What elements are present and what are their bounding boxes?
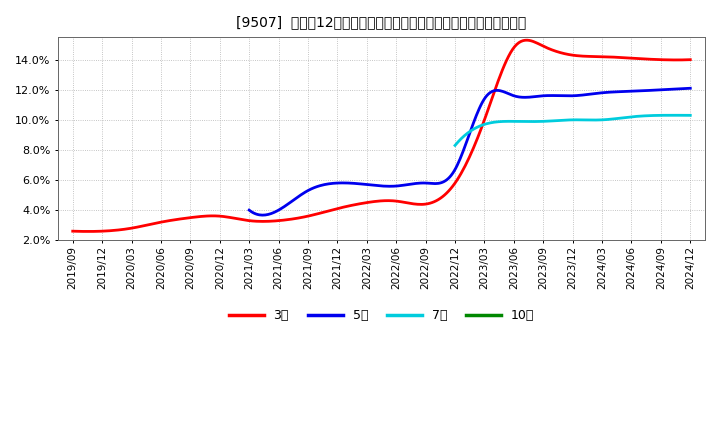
3年 — [68, 228, 77, 234]
7年 — [595, 117, 603, 123]
5年 — [258, 213, 267, 218]
3年 — [436, 196, 445, 201]
7年 — [664, 113, 672, 118]
Line: 3年: 3年 — [73, 40, 690, 231]
5年 — [245, 208, 253, 213]
3年 — [632, 56, 641, 61]
3年 — [686, 57, 695, 62]
5年 — [508, 92, 516, 98]
7年 — [590, 117, 598, 123]
3年 — [523, 37, 531, 43]
7年 — [451, 143, 459, 148]
7年 — [649, 113, 657, 118]
5年 — [509, 93, 518, 98]
7年 — [591, 117, 600, 123]
7年 — [667, 113, 676, 118]
5年 — [246, 209, 255, 214]
7年 — [451, 142, 460, 147]
3年 — [71, 229, 79, 234]
7年 — [686, 113, 695, 118]
5年 — [686, 86, 695, 91]
3年 — [438, 194, 446, 199]
Legend: 3年, 5年, 7年, 10年: 3年, 5年, 7年, 10年 — [223, 304, 539, 327]
5年 — [618, 89, 626, 94]
Title: [9507]  売上高12か月移動合計の対前年同期増減率の標準偏差の推移: [9507] 売上高12か月移動合計の対前年同期増減率の標準偏差の推移 — [236, 15, 526, 29]
5年 — [646, 88, 654, 93]
3年 — [85, 229, 94, 234]
3年 — [593, 54, 602, 59]
5年 — [516, 95, 525, 100]
3年 — [449, 183, 457, 189]
Line: 5年: 5年 — [249, 88, 690, 215]
Line: 7年: 7年 — [455, 115, 690, 146]
